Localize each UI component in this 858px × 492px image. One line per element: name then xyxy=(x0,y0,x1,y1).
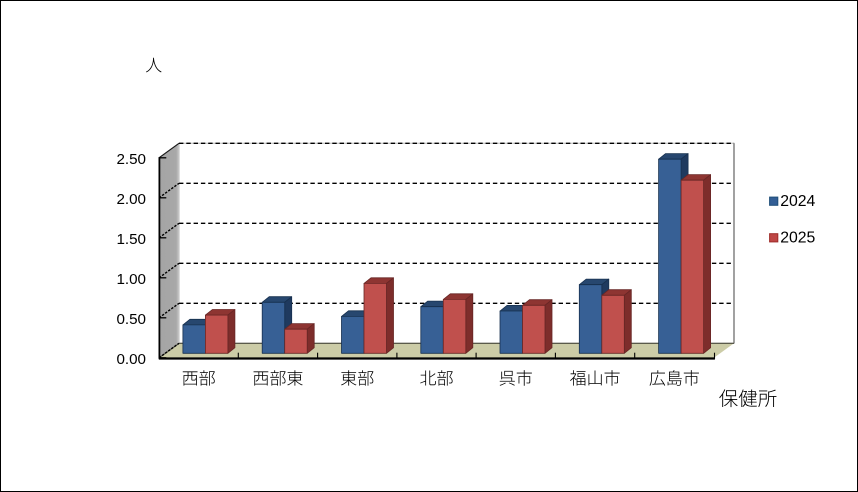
svg-text:0.50: 0.50 xyxy=(116,311,146,328)
svg-text:1.50: 1.50 xyxy=(116,231,146,248)
svg-text:2025: 2025 xyxy=(780,230,815,247)
svg-text:2024: 2024 xyxy=(780,193,815,210)
svg-text:2.50: 2.50 xyxy=(116,151,146,168)
svg-text:0.00: 0.00 xyxy=(116,351,146,368)
svg-text:1.00: 1.00 xyxy=(116,271,146,288)
svg-text:2.00: 2.00 xyxy=(116,191,146,208)
